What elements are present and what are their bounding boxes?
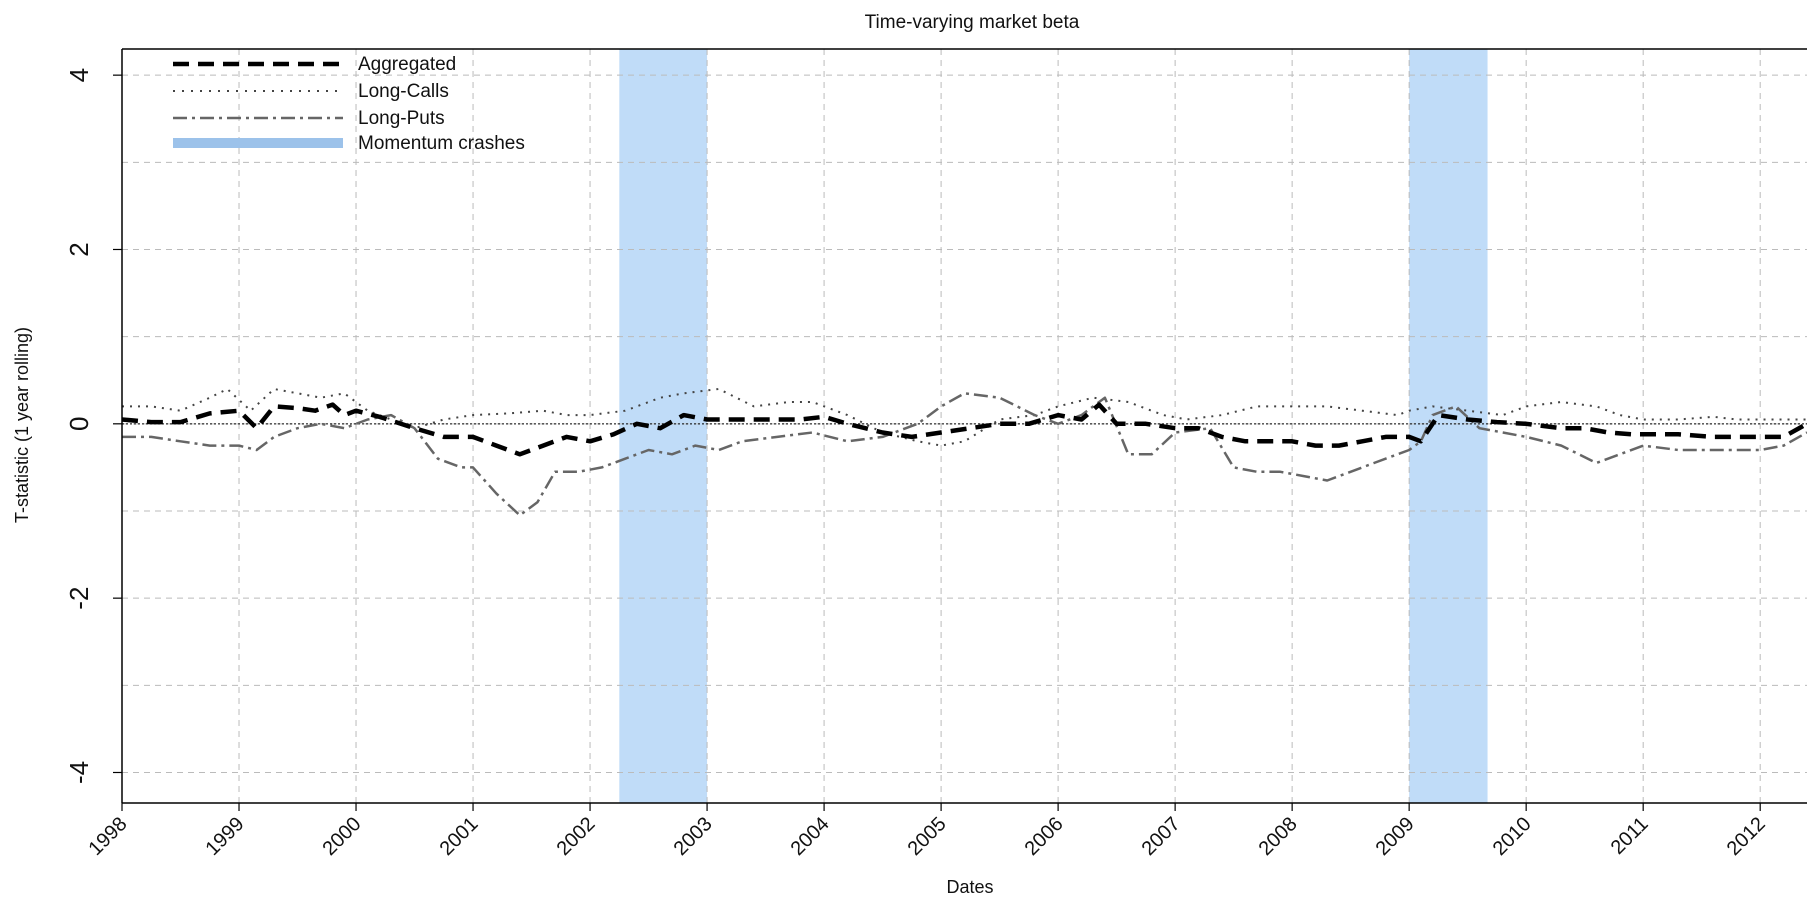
x-tick-label-0: 1998 (85, 813, 132, 860)
x-tick-label-8: 2006 (1021, 813, 1068, 860)
y-tick-label-3: 2 (64, 242, 94, 256)
x-tick-label-10: 2008 (1255, 813, 1302, 860)
x-tick-label-4: 2002 (553, 813, 600, 860)
x-tick-label-5: 2003 (670, 813, 717, 860)
chart-title: Time-varying market beta (865, 12, 1080, 33)
series-line-aggregated (121, 402, 1807, 457)
plot-area: 1998 1999 2000 2001 2002 2003 2004 2005 2006 2007… (64, 48, 1807, 860)
x-tick-label-14: 2012 (1723, 813, 1770, 860)
y-axis-label: T-statistic (1 year rolling) (12, 327, 32, 523)
x-tick-label-3: 2001 (436, 813, 483, 860)
x-axis-label: Dates (946, 877, 993, 897)
legend-label-1: Long-Calls (358, 81, 449, 102)
x-tick-label-12: 2010 (1489, 813, 1536, 860)
legend-label-0: Aggregated (358, 54, 456, 75)
y-tick-label-4: 4 (64, 68, 94, 82)
x-tick-label-9: 2007 (1138, 813, 1185, 860)
x-tick-label-2: 2000 (319, 813, 366, 860)
crash-band-1 (1409, 49, 1488, 803)
series-line-long-puts (122, 392, 1807, 517)
y-tick-label-0: -4 (64, 761, 94, 784)
x-tick-label-1: 1999 (202, 813, 249, 860)
y-tick-label-1: -2 (64, 587, 94, 610)
x-tick-label-6: 2004 (787, 813, 834, 860)
legend-label-3: Momentum crashes (358, 133, 525, 154)
series-line-long-calls (122, 388, 1807, 447)
x-tick-label-11: 2009 (1372, 813, 1419, 860)
x-tick-label-13: 2011 (1607, 813, 1653, 859)
legend-label-2: Long-Puts (358, 108, 445, 129)
y-tick-label-2: 0 (64, 417, 94, 431)
x-tick-label-7: 2005 (904, 813, 951, 860)
